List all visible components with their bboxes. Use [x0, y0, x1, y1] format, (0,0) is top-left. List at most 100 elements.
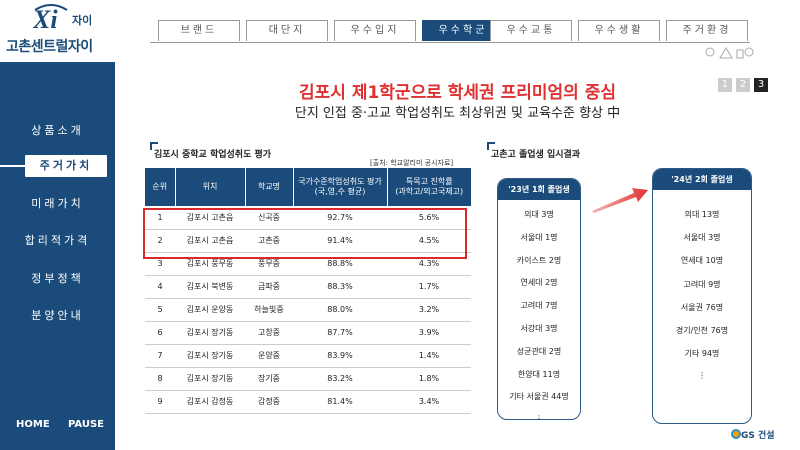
result-item: 연세대 2명 — [520, 278, 558, 288]
cell-special-school: 1.7% — [387, 275, 471, 299]
cell-achievement: 91.4% — [293, 229, 387, 253]
tab-living[interactable]: 우수생활 — [578, 20, 660, 41]
top-rank-highlight — [143, 208, 467, 259]
cell-location: 김포시 장기동 — [175, 344, 245, 368]
result-item: 서강대 3명 — [520, 324, 558, 333]
sidebar-item-sales-info[interactable]: 분양안내 — [31, 309, 84, 322]
cell-location: 김포시 북변동 — [175, 275, 245, 299]
cell-school: 운양중 — [245, 344, 293, 368]
right-heading-text: 고촌고 졸업생 입시결과 — [491, 150, 581, 160]
company-logo: GS 건설 — [741, 431, 775, 441]
cell-achievement: 88.0% — [293, 298, 387, 322]
cell-rank: 8 — [145, 367, 175, 391]
cell-achievement: 88.3% — [293, 275, 387, 299]
result-item: 서울대 3명 — [683, 233, 721, 243]
sidebar-item-price[interactable]: 합리적가격 — [24, 234, 91, 247]
cell-rank: 6 — [145, 321, 175, 345]
brand-name: 고촌센트럴자이 — [6, 39, 93, 55]
result-item: 연세대 10명 — [680, 256, 724, 266]
result-item: 의대 3명 — [524, 210, 554, 219]
result-item: 고려대 7명 — [520, 301, 558, 311]
cell-rank: 4 — [145, 275, 175, 299]
cell-special-school: 3.4% — [387, 390, 471, 414]
cell-school: 신곡중 — [245, 206, 293, 230]
table-row: 1 김포시 고촌읍 신곡중 92.7% 5.6% — [145, 206, 471, 230]
cell-achievement: 92.7% — [293, 206, 387, 230]
cell-special-school: 3.2% — [387, 298, 471, 322]
sidebar-item-policy[interactable]: 정부정책 — [31, 272, 84, 285]
sidebar-item-product[interactable]: 상품소개 — [31, 124, 84, 137]
sidebar: Xi 자이 고촌센트럴자이 상품소개 주거가치 미래가치 합리적가격 정부정책 … — [0, 0, 115, 450]
right-section-heading: 고촌고 졸업생 입시결과 — [487, 142, 627, 162]
cell-special-school: 3.9% — [387, 321, 471, 345]
cell-rank: 9 — [145, 390, 175, 414]
page-3-button[interactable]: 3 — [754, 78, 768, 92]
cell-school: 감정중 — [245, 390, 293, 414]
arrow-right-icon — [592, 188, 648, 213]
tab-transport[interactable]: 우수교통 — [490, 20, 572, 41]
table-row: 7 김포시 장기동 운양중 83.9% 1.4% — [145, 344, 471, 368]
table-row: 6 김포시 장기동 고창중 87.7% 3.9% — [145, 321, 471, 345]
cell-location: 김포시 고촌읍 — [175, 229, 245, 253]
cell-school: 고촌중 — [245, 229, 293, 253]
tab-location[interactable]: 우수입지 — [334, 20, 416, 41]
landscape-decoration-icon — [705, 47, 754, 59]
heading-bracket — [150, 142, 158, 150]
result-item: 고려대 9명 — [683, 279, 721, 289]
heading-bracket — [487, 142, 495, 150]
cell-special-school: 1.4% — [387, 344, 471, 368]
page-1-button[interactable]: 1 — [718, 78, 732, 92]
tab-environment[interactable]: 주거환경 — [666, 20, 748, 41]
graduates-2023-card: '23년 1회 졸업생 의대 3명 서울대 1명 카이스트 2명 연세대 2명 고려대 … — [497, 178, 581, 420]
table-row: 9 김포시 감정동 감정중 81.4% 3.4% — [145, 390, 471, 414]
page-2-button[interactable]: 2 — [736, 78, 750, 92]
col-special-school: 특목고 진학률 (과학고/외고국제고) — [387, 168, 471, 206]
cell-location: 김포시 장기동 — [175, 367, 245, 391]
result-item: 서울대 1명 — [520, 232, 558, 242]
cell-rank: 5 — [145, 298, 175, 322]
cell-achievement: 87.7% — [293, 321, 387, 345]
result-item: 의대 13명 — [684, 210, 720, 219]
source-note: [출처: 학교알리미 공시자료] — [370, 159, 454, 167]
cell-rank: 7 — [145, 344, 175, 368]
cell-school: 장기중 — [245, 367, 293, 391]
sidebar-item-residence-value[interactable]: 주거가치 — [25, 155, 107, 177]
pause-button[interactable]: PAUSE — [68, 419, 104, 430]
result-item: 한양대 11명 — [517, 369, 561, 379]
nav-divider — [150, 42, 750, 43]
result-item: 카이스트 2명 — [516, 255, 562, 265]
cell-achievement: 83.9% — [293, 344, 387, 368]
tab-large-complex[interactable]: 대단지 — [246, 20, 328, 41]
col-location: 위치 — [175, 168, 246, 206]
cell-location: 김포시 운양동 — [175, 298, 245, 322]
brand-logo[interactable]: Xi 자이 고촌센트럴자이 — [0, 0, 115, 62]
cell-location: 김포시 고촌읍 — [175, 206, 245, 230]
result-item: 서울권 76명 — [680, 302, 724, 312]
left-heading-text: 김포시 중학교 학업성취도 평가 — [154, 150, 272, 160]
table-row: 4 김포시 북변동 금파중 88.3% 1.7% — [145, 275, 471, 299]
cell-special-school: 5.6% — [387, 206, 471, 230]
table-row: 2 김포시 고촌읍 고촌중 91.4% 4.5% — [145, 229, 471, 253]
cell-location: 김포시 장기동 — [175, 321, 245, 345]
page-subtitle: 단지 인접 중·고교 학업성취도 최상위권 및 교육수준 향상 中 — [294, 106, 621, 121]
page-title: 김포시 제1학군으로 학세권 프리미엄의 중심 — [298, 83, 617, 103]
cell-school: 금파중 — [245, 275, 293, 299]
cell-special-school: 1.8% — [387, 367, 471, 391]
tab-brand[interactable]: 브랜드 — [158, 20, 240, 41]
gs-logo-icon — [731, 429, 741, 439]
home-button[interactable]: HOME — [16, 419, 50, 430]
graduates-2024-card: '24년 2회 졸업생 의대 13명 서울대 3명 연세대 10명 고려대 9명 서울권… — [652, 168, 752, 424]
sidebar-item-future-value[interactable]: 미래가치 — [31, 197, 84, 210]
cell-rank: 1 — [145, 206, 175, 230]
result-item: ⋮ — [698, 371, 706, 381]
col-school: 학교명 — [245, 168, 294, 206]
cell-rank: 2 — [145, 229, 175, 253]
cell-location: 김포시 감정동 — [175, 390, 245, 414]
result-item: 성균관대 2명 — [516, 346, 562, 356]
cell-special-school: 4.5% — [387, 229, 471, 253]
cell-achievement: 81.4% — [293, 390, 387, 414]
cell-school: 고창중 — [245, 321, 293, 345]
xi-logo-icon: Xi — [33, 4, 68, 32]
col-rank: 순위 — [145, 168, 176, 206]
result-item: 기타 94명 — [684, 349, 720, 359]
